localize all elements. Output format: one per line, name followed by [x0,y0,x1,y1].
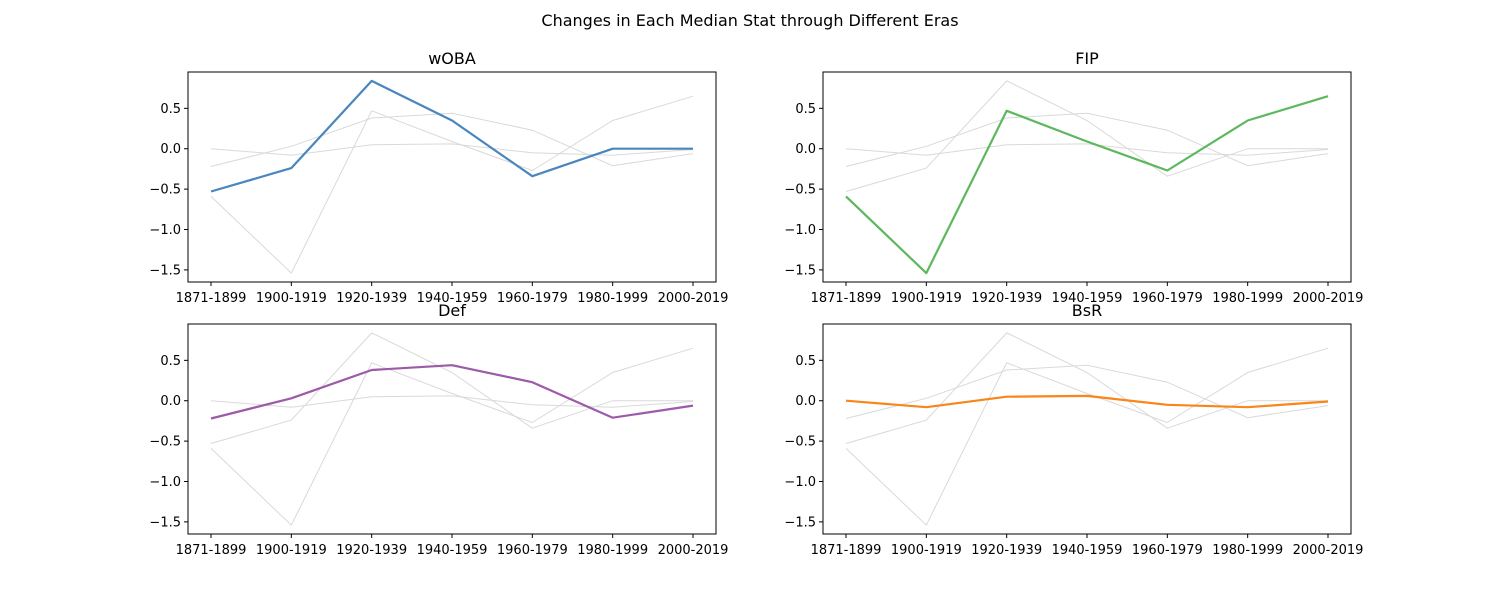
x-tick-label: 1960-1979 [1132,291,1203,306]
background-line-woba [210,332,693,444]
x-tick-label: 1940-1959 [1052,291,1123,306]
x-tick-label: 1871-1899 [176,543,247,558]
subplot-bsr: BsR −1.5 −1.0 −0.5 0.0 0.5 1871-1899 1900-1919 1… [784,301,1363,558]
series-line-fip [845,95,1329,275]
background-line-fip [845,347,1329,526]
x-tick-label: 2000-2019 [658,291,729,306]
y-tick-label: −1.5 [149,515,181,530]
background-line-fip [210,95,694,274]
background-line-bsr [845,143,1329,156]
x-tick-label: 2000-2019 [1293,291,1364,306]
y-tick-label: 0.5 [795,102,816,117]
background-line-def [845,364,1329,419]
x-tick-label: 1900-1919 [256,291,327,306]
subplot-woba: wOBA −1.5 −1.0 −0.5 0.0 0.5 1871-1899 1900-1919… [149,49,728,306]
y-tick-label: 0.0 [160,394,181,409]
figure-title: Changes in Each Median Stat through Diff… [541,11,958,30]
subplot-title: BsR [1072,301,1102,320]
background-line-def [210,112,694,167]
background-line-woba [845,332,1328,444]
x-tick-label: 1871-1899 [811,291,882,306]
y-tick-label: −1.0 [784,475,816,490]
y-tick-label: −0.5 [784,435,816,450]
x-tick-label: 1940-1959 [417,543,488,558]
x-tick-label: 1980-1999 [577,291,648,306]
y-tick-label: 0.5 [160,354,181,369]
subplot-title: Def [438,301,466,320]
x-tick-label: 2000-2019 [658,543,729,558]
subplot-fip: FIP −1.5 −1.0 −0.5 0.0 0.5 1871-1899 1900-1919 1… [784,49,1363,306]
y-tick-label: −1.0 [784,223,816,238]
x-tick-label: 1980-1999 [1212,543,1283,558]
subplot-title: FIP [1075,49,1099,68]
subplot-def: Def −1.5 −1.0 −0.5 0.0 0.5 1871-1899 1900-1919 1… [149,301,728,558]
x-tick-label: 1940-1959 [1052,543,1123,558]
x-tick-label: 1960-1979 [497,291,568,306]
y-tick-label: −1.0 [149,223,181,238]
x-tick-label: 1900-1919 [256,543,327,558]
y-tick-label: −0.5 [784,183,816,198]
background-line-def [845,112,1329,167]
x-tick-label: 1920-1939 [336,291,407,306]
y-tick-label: −1.5 [784,263,816,278]
y-tick-label: 0.5 [160,102,181,117]
x-tick-label: 1900-1919 [891,543,962,558]
x-tick-label: 1900-1919 [891,291,962,306]
x-tick-label: 1920-1939 [336,543,407,558]
x-tick-label: 1960-1979 [497,543,568,558]
y-tick-label: 0.5 [795,354,816,369]
x-tick-label: 1960-1979 [1132,543,1203,558]
y-tick-label: 0.0 [795,394,816,409]
y-tick-label: 0.0 [795,142,816,157]
x-tick-label: 1920-1939 [971,291,1042,306]
y-tick-label: −1.0 [149,475,181,490]
x-tick-label: 2000-2019 [1293,543,1364,558]
background-line-fip [210,347,694,526]
y-tick-label: −1.5 [149,263,181,278]
x-tick-label: 1940-1959 [417,291,488,306]
y-tick-label: 0.0 [160,142,181,157]
background-line-woba [845,80,1328,192]
y-tick-label: −0.5 [149,183,181,198]
x-tick-label: 1871-1899 [811,543,882,558]
y-tick-label: −0.5 [149,435,181,450]
x-tick-label: 1980-1999 [577,543,648,558]
background-line-bsr [210,395,694,408]
subplots: wOBA −1.5 −1.0 −0.5 0.0 0.5 1871-1899 1900-1919… [149,49,1363,558]
x-tick-label: 1871-1899 [176,291,247,306]
series-line-def [210,364,694,420]
x-tick-label: 1980-1999 [1212,291,1283,306]
background-line-bsr [210,143,694,156]
series-line-bsr [845,394,1329,409]
y-tick-label: −1.5 [784,515,816,530]
subplot-title: wOBA [428,49,476,68]
series-line-woba [210,79,693,193]
x-tick-label: 1920-1939 [971,543,1042,558]
